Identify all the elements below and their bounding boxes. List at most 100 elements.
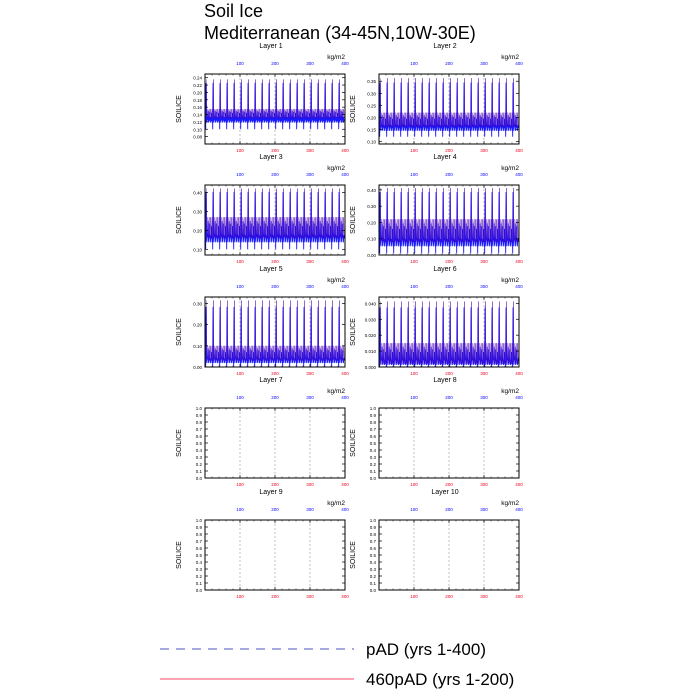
x-tick-label-bottom: 200 — [445, 594, 453, 599]
figure-title: Soil Ice — [204, 1, 264, 21]
panel-title: Layer 9 — [259, 489, 282, 496]
x-tick-label-top: 200 — [445, 507, 453, 512]
y-tick-label: 0.7 — [370, 427, 377, 432]
y-tick-label: 0.35 — [367, 79, 376, 84]
x-tick-label-bottom: 400 — [515, 482, 523, 487]
x-tick-label-top: 100 — [236, 61, 244, 66]
x-tick-label-top: 400 — [515, 507, 523, 512]
panel-9: Layer 9 kg/m2 SOILICE 0.0 0.1 0.2 0.3 0.4 0.5 0.6… — [176, 489, 349, 599]
x-tick-label-top: 100 — [410, 61, 418, 66]
x-tick-label-bottom: 300 — [480, 259, 488, 264]
plot-frame — [378, 407, 520, 479]
y-tick-label: 0.2 — [370, 574, 377, 579]
panel-1: Layer 1 kg/m2 SOILICE 0.08 0.10 0.12 0.14 0.16 0… — [176, 43, 349, 153]
x-tick-label-bottom: 100 — [236, 371, 244, 376]
x-tick-label-top: 300 — [480, 61, 488, 66]
x-tick-label-bottom: 200 — [271, 259, 279, 264]
panel-title: Layer 10 — [431, 489, 458, 496]
y-tick-label: 0.20 — [193, 323, 202, 328]
x-tick-label-bottom: 200 — [271, 594, 279, 599]
panel-title: Layer 5 — [259, 266, 282, 273]
y-tick-label: 0.30 — [367, 204, 376, 209]
x-tick-label-top: 300 — [306, 507, 314, 512]
units-label: kg/m2 — [327, 500, 345, 507]
units-label: kg/m2 — [501, 388, 519, 395]
x-tick-label-bottom: 300 — [480, 371, 488, 376]
y-tick-label: 0.08 — [193, 135, 202, 140]
y-tick-label: 0.3 — [196, 455, 203, 460]
y-tick-label: 0.1 — [196, 581, 203, 586]
y-tick-label: 0.020 — [365, 333, 377, 338]
units-label: kg/m2 — [327, 54, 345, 61]
x-tick-label-bottom: 300 — [480, 594, 488, 599]
x-tick-label-bottom: 200 — [445, 482, 453, 487]
panel-title: Layer 7 — [259, 377, 282, 384]
x-tick-label-bottom: 300 — [306, 371, 314, 376]
y-tick-label: 0.6 — [196, 434, 203, 439]
panel-10: Layer 10 kg/m2 SOILICE 0.0 0.1 0.2 0.3 0.4 0.5 0.… — [350, 489, 523, 599]
y-tick-label: 0.2 — [196, 462, 203, 467]
units-label: kg/m2 — [501, 165, 519, 172]
series-line-pad — [205, 306, 345, 367]
y-tick-label: 0.7 — [196, 427, 203, 432]
y-axis-label: SOILICE — [350, 206, 357, 234]
x-tick-label-top: 100 — [410, 284, 418, 289]
panel-3: Layer 3 kg/m2 SOILICE 0.10 0.20 0.30 0.40 100 20… — [176, 154, 349, 264]
x-tick-label-top: 100 — [410, 172, 418, 177]
x-tick-label-top: 200 — [271, 61, 279, 66]
series-line-460pad — [380, 77, 519, 128]
series-line-pad — [379, 82, 519, 137]
y-tick-label: 0.6 — [370, 434, 377, 439]
y-tick-label: 0.9 — [370, 525, 377, 530]
x-tick-label-bottom: 200 — [271, 371, 279, 376]
y-tick-label: 0.40 — [367, 188, 376, 193]
y-tick-label: 0.7 — [196, 539, 203, 544]
y-tick-label: 0.1 — [370, 469, 377, 474]
x-tick-label-top: 400 — [341, 172, 349, 177]
y-tick-label: 0.6 — [370, 546, 377, 551]
x-tick-label-top: 400 — [341, 284, 349, 289]
x-tick-label-bottom: 200 — [445, 259, 453, 264]
x-tick-label-top: 100 — [236, 395, 244, 400]
plot-frame — [204, 519, 346, 591]
panel-title: Layer 4 — [433, 154, 456, 161]
x-tick-label-bottom: 400 — [341, 482, 349, 487]
y-tick-label: 0.0 — [370, 588, 377, 593]
x-tick-label-top: 200 — [445, 172, 453, 177]
y-tick-label: 0.4 — [196, 560, 203, 565]
x-tick-label-top: 100 — [410, 395, 418, 400]
y-axis-label: SOILICE — [350, 318, 357, 346]
y-tick-label: 0.4 — [370, 560, 377, 565]
panel-6: Layer 6 kg/m2 SOILICE 0.000 0.010 0.020 0.030 0… — [350, 266, 523, 376]
y-tick-label: 0.16 — [193, 105, 202, 110]
title-block: Soil Ice Mediterranean (34-45N,10W-30E) — [204, 0, 476, 44]
y-tick-label: 0.30 — [367, 91, 376, 96]
x-tick-label-bottom: 400 — [515, 148, 523, 153]
x-tick-label-bottom: 400 — [515, 594, 523, 599]
x-tick-label-top: 300 — [306, 172, 314, 177]
x-tick-label-bottom: 300 — [306, 259, 314, 264]
x-tick-label-top: 300 — [480, 507, 488, 512]
y-tick-label: 0.0 — [196, 476, 203, 481]
x-tick-label-top: 400 — [515, 284, 523, 289]
series-line-pad — [379, 307, 519, 367]
y-axis-label: SOILICE — [176, 318, 183, 346]
y-tick-label: 0.4 — [196, 448, 203, 453]
panel-title: Layer 6 — [433, 266, 456, 273]
series-line-pad — [379, 192, 519, 254]
y-tick-label: 1.0 — [196, 406, 203, 411]
x-tick-label-top: 200 — [445, 61, 453, 66]
plot-frame — [204, 407, 346, 479]
x-tick-label-top: 200 — [271, 284, 279, 289]
legend-label-1: pAD (yrs 1-400) — [366, 640, 486, 659]
x-tick-label-bottom: 400 — [341, 259, 349, 264]
x-tick-label-top: 200 — [271, 395, 279, 400]
x-tick-label-top: 300 — [306, 395, 314, 400]
plot-frame — [378, 519, 520, 591]
y-tick-label: 0.5 — [370, 441, 377, 446]
x-tick-label-top: 400 — [515, 61, 523, 66]
x-tick-label-top: 400 — [341, 61, 349, 66]
y-tick-label: 0.6 — [196, 546, 203, 551]
x-tick-label-bottom: 300 — [306, 148, 314, 153]
y-tick-label: 0.14 — [193, 113, 202, 118]
